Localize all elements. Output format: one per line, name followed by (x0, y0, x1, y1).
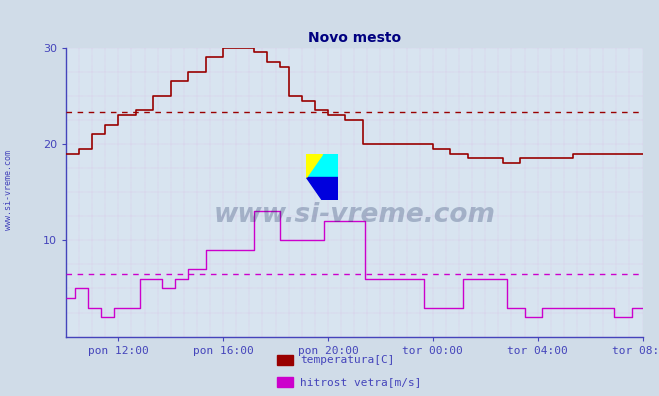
Polygon shape (306, 154, 322, 177)
Text: www.si-vreme.com: www.si-vreme.com (4, 150, 13, 230)
Bar (322, 154, 338, 177)
Bar (306, 154, 322, 177)
Bar (322, 177, 338, 200)
Polygon shape (306, 154, 338, 177)
Title: Novo mesto: Novo mesto (308, 31, 401, 45)
Text: hitrost vetra[m/s]: hitrost vetra[m/s] (300, 377, 421, 387)
Polygon shape (306, 177, 338, 200)
Text: temperatura[C]: temperatura[C] (300, 355, 394, 365)
Text: www.si-vreme.com: www.si-vreme.com (214, 202, 495, 228)
Polygon shape (306, 154, 322, 177)
